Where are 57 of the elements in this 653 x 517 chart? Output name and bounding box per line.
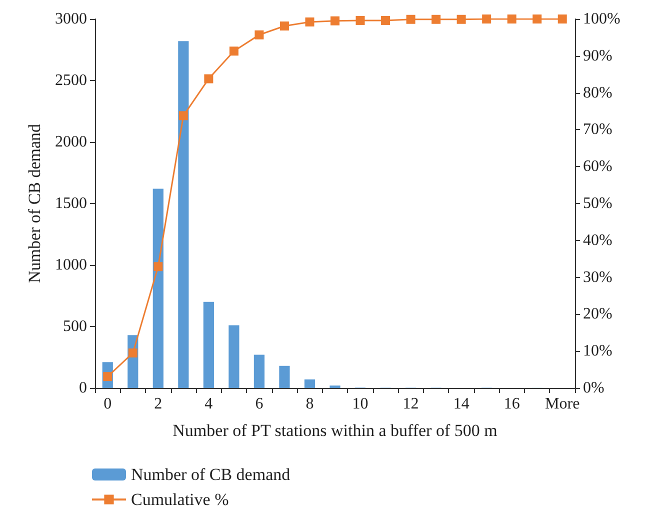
- y2-tick-label: 30%: [583, 268, 612, 286]
- point: [178, 111, 188, 120]
- bar: [228, 325, 240, 388]
- y2-tick-label: 10%: [583, 342, 612, 360]
- x-tick-label: 0: [104, 396, 112, 412]
- x-tick-label: 14: [453, 396, 470, 412]
- bar: [152, 188, 164, 388]
- legend-label: Cumulative %: [131, 490, 229, 509]
- y-tick-label: 500: [63, 318, 87, 335]
- y2-tick-label: 70%: [583, 121, 612, 138]
- x-tick-label: 12: [402, 396, 419, 412]
- point: [128, 348, 138, 358]
- bar: [203, 302, 214, 388]
- y2-tick-label: 100%: [583, 10, 620, 28]
- point: [482, 14, 492, 24]
- y-tick-label: 1000: [55, 256, 87, 274]
- y2-tick-label: 50%: [583, 195, 612, 212]
- y2-tick-label: 20%: [583, 306, 612, 323]
- y-tick-label: 0: [79, 380, 87, 396]
- y-tick-label: 3000: [55, 10, 87, 28]
- y2-tick-label: 0%: [583, 380, 604, 396]
- y-tick-label: 1500: [55, 195, 87, 212]
- point: [330, 16, 340, 26]
- point: [280, 22, 289, 31]
- bar: [279, 366, 290, 388]
- y2-tick-label: 80%: [583, 84, 612, 102]
- point: [381, 16, 390, 25]
- x-tick-label: 10: [352, 396, 368, 412]
- y-axis-title: Number of CB demand: [25, 123, 44, 284]
- x-tick-label: 6: [255, 396, 264, 412]
- bar: [178, 41, 189, 388]
- point: [254, 30, 264, 40]
- point: [204, 74, 214, 84]
- legend-label: Number of CB demand: [131, 465, 291, 484]
- y2-tick-label: 60%: [583, 158, 612, 176]
- point: [456, 14, 466, 24]
- x-axis-title: Number of PT stations within a buffer of 500 m: [172, 421, 498, 440]
- x-tick-label: 2: [154, 396, 162, 412]
- y2-tick-label: 40%: [583, 232, 612, 249]
- point: [507, 14, 516, 24]
- point: [229, 46, 238, 56]
- point: [558, 14, 567, 24]
- point: [432, 14, 441, 24]
- x-tick-label: 4: [204, 396, 213, 412]
- point: [406, 14, 416, 24]
- bar: [304, 379, 316, 388]
- y-tick-label: 2500: [55, 72, 87, 89]
- bar: [254, 354, 265, 388]
- y-tick-label: 2000: [55, 134, 87, 150]
- point: [532, 14, 542, 24]
- x-tick-label: More: [545, 396, 580, 412]
- x-tick-label: 16: [504, 396, 520, 412]
- point: [356, 16, 365, 25]
- y2-tick-label: 90%: [583, 47, 612, 64]
- point: [154, 262, 163, 272]
- point: [305, 17, 314, 26]
- x-tick-label: 8: [306, 396, 314, 412]
